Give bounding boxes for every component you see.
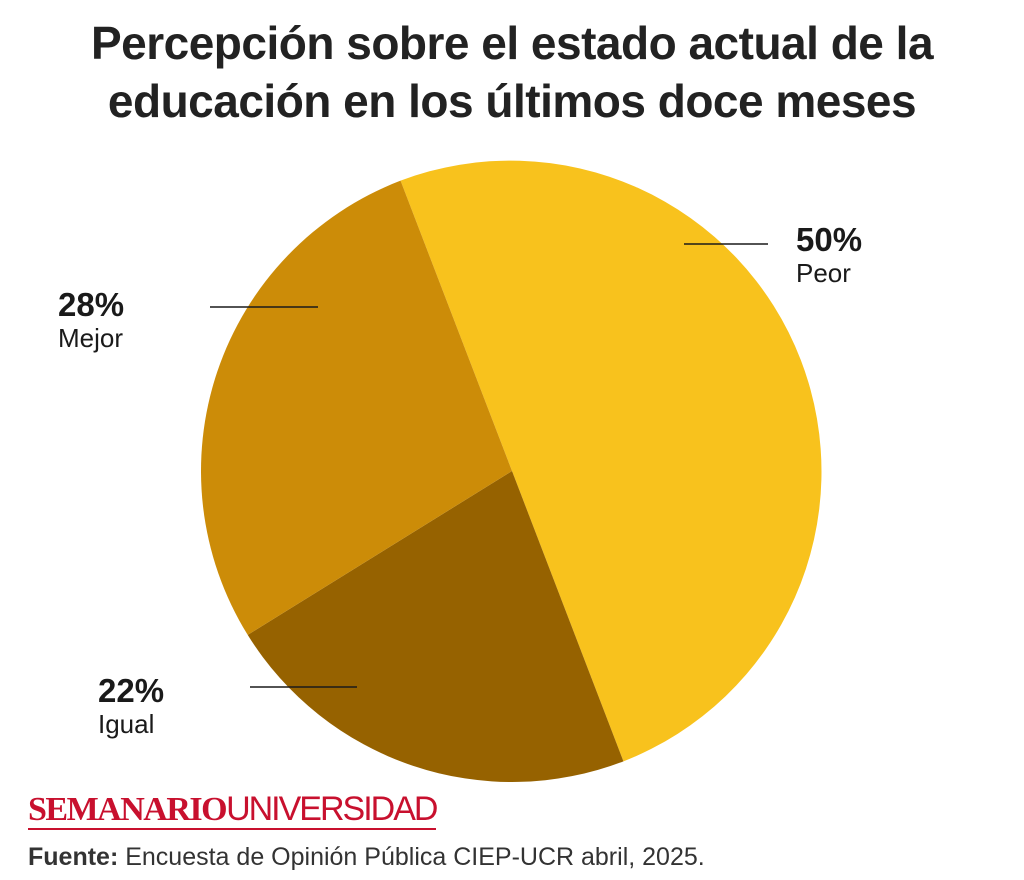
slice-label-mejor: 28% Mejor — [58, 286, 125, 354]
slice-name-peor: Peor — [796, 258, 851, 288]
slice-name-igual: Igual — [98, 709, 155, 739]
slice-percent-igual: 22% — [98, 672, 165, 709]
brand-logo-bold: SEMANARIO — [28, 791, 228, 828]
chart-title: Percepción sobre el estado actual de la … — [0, 14, 1024, 130]
slice-label-peor: 50% Peor — [796, 221, 863, 289]
slice-label-igual: 22% Igual — [98, 672, 165, 740]
source-text: Encuesta de Opinión Pública CIEP-UCR abr… — [118, 843, 705, 871]
pie-slice-igual — [247, 471, 624, 782]
chart-title-line-1: Percepción sobre el estado actual de la — [90, 17, 934, 69]
slice-percent-mejor: 28% — [58, 286, 125, 323]
brand-logo: SEMANARIOUNIVERSIDAD — [28, 790, 438, 830]
source-label: Fuente: — [28, 843, 119, 871]
slice-percent-peor: 50% — [796, 221, 863, 258]
pie-slice-peor — [400, 160, 822, 762]
pie-slice-mejor — [201, 180, 512, 635]
slice-name-mejor: Mejor — [58, 323, 124, 353]
chart-title-line-2: educación en los últimos doce meses — [107, 75, 917, 127]
source-note: Fuente: Encuesta de Opinión Pública CIEP… — [28, 842, 705, 872]
brand-logo-light: UNIVERSIDAD — [226, 790, 438, 828]
